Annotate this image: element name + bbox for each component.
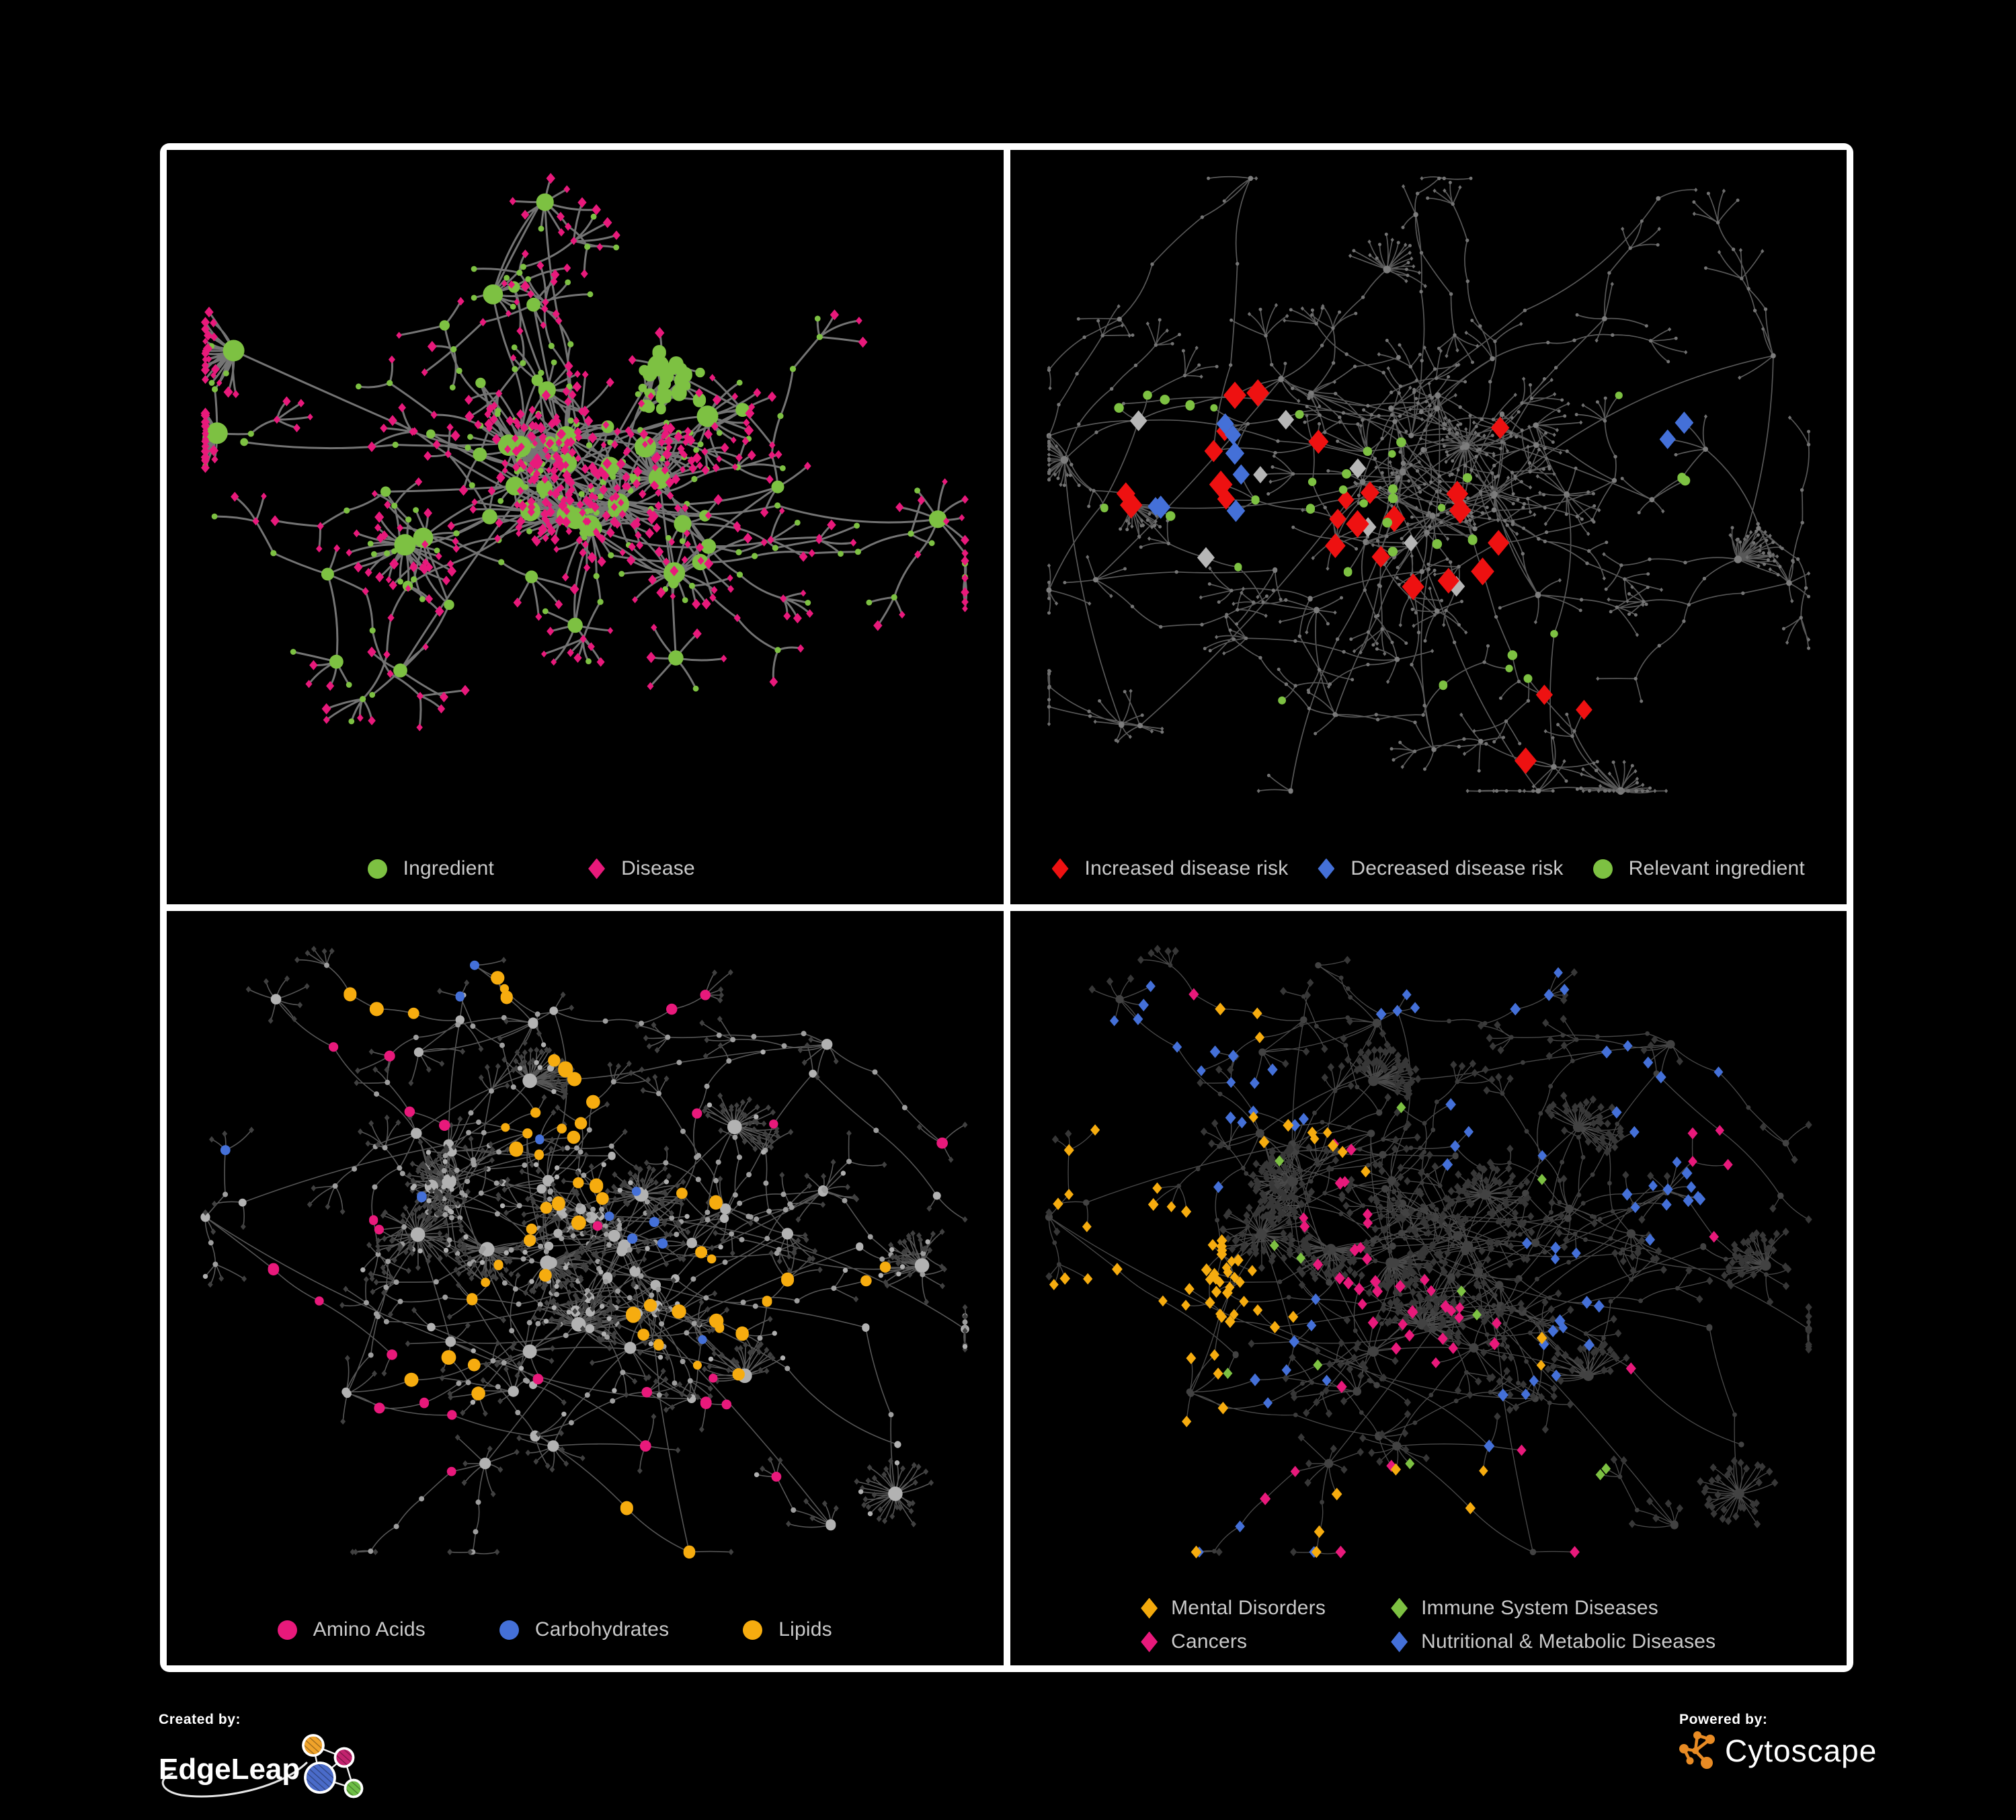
legend-item: Ingredient xyxy=(367,857,495,880)
legend-label: Lipids xyxy=(778,1618,832,1640)
legend-item: Lipids xyxy=(743,1618,832,1641)
diamond-marker-icon xyxy=(1051,858,1069,879)
legend: Increased disease risk Decreased disease … xyxy=(1010,857,1847,880)
created-by-label: Created by: xyxy=(159,1712,241,1727)
ingredient-disease-network-svg xyxy=(200,173,969,731)
legend-item: Amino Acids xyxy=(277,1618,426,1641)
legend-item: Nutritional & Metabolic Diseases xyxy=(1391,1630,1716,1653)
diamond-marker-icon xyxy=(1391,1597,1408,1619)
legend-label: Relevant ingredient xyxy=(1628,857,1805,879)
legend-label: Increased disease risk xyxy=(1084,857,1289,879)
circle-marker-icon xyxy=(277,1620,297,1640)
circle-marker-icon xyxy=(1592,859,1613,879)
cytoscape-credit: Powered by: Cytoscape xyxy=(1679,1712,1877,1771)
legend-item: Carbohydrates xyxy=(499,1618,669,1641)
legend-label: Cancers xyxy=(1171,1630,1248,1653)
diamond-marker-icon xyxy=(1141,1597,1158,1619)
legend-label: Immune System Diseases xyxy=(1421,1597,1658,1619)
panel-ingredient-disease: Ingredient Disease xyxy=(167,150,1004,904)
legend-label: Carbohydrates xyxy=(534,1618,670,1640)
panel-nutrient-classes: Amino Acids Carbohydrates Lipids xyxy=(167,911,1004,1665)
legend-item: Cancers xyxy=(1141,1630,1391,1653)
legend-item: Relevant ingredient xyxy=(1592,857,1805,880)
legend-label: Disease xyxy=(621,857,695,879)
legend-label: Ingredient xyxy=(403,857,495,879)
circle-marker-icon xyxy=(743,1620,763,1640)
cytoscape-logo-row: Cytoscape xyxy=(1679,1731,1877,1771)
legend-item: Increased disease risk xyxy=(1051,857,1289,880)
legend-item: Immune System Diseases xyxy=(1391,1597,1716,1620)
diamond-marker-icon xyxy=(1391,1631,1408,1653)
nutrient-class-network-svg xyxy=(200,945,969,1559)
legend: Amino Acids Carbohydrates Lipids xyxy=(167,1618,973,1641)
panel-disease-risk: Increased disease risk Decreased disease … xyxy=(1010,150,1847,904)
diamond-marker-icon xyxy=(1141,1631,1158,1653)
edgeleap-logo-icon xyxy=(302,1734,364,1798)
circle-marker-icon xyxy=(367,859,387,879)
disease-class-network-svg xyxy=(1045,945,1812,1558)
disease-risk-network-svg xyxy=(1045,175,1810,795)
cytoscape-logo-icon xyxy=(1679,1731,1715,1769)
legend-item: Decreased disease risk xyxy=(1318,857,1563,880)
legend-label: Mental Disorders xyxy=(1171,1597,1326,1619)
diamond-marker-icon xyxy=(1318,858,1335,879)
edgeleap-logo-row: EdgeLeap xyxy=(159,1732,376,1807)
legend-label: Amino Acids xyxy=(313,1618,426,1640)
powered-by-label: Powered by: xyxy=(1679,1712,1768,1727)
legend-label: Nutritional & Metabolic Diseases xyxy=(1421,1630,1716,1653)
edgeleap-wordmark: EdgeLeap xyxy=(159,1753,300,1786)
edgeleap-swoosh-icon xyxy=(161,1762,308,1798)
legend: Mental Disorders Immune System Diseases Ca… xyxy=(1141,1597,1716,1653)
panel-disease-classes: Mental Disorders Immune System Diseases Ca… xyxy=(1010,911,1847,1665)
legend-item: Disease xyxy=(588,857,695,880)
panel-grid: Ingredient Disease Increased disease risk… xyxy=(160,143,1853,1672)
edgeleap-credit: Created by: EdgeLeap xyxy=(159,1712,376,1807)
legend: Ingredient Disease xyxy=(167,857,950,880)
cytoscape-wordmark: Cytoscape xyxy=(1725,1733,1878,1768)
circle-marker-icon xyxy=(499,1620,519,1640)
diamond-marker-icon xyxy=(588,858,606,879)
legend-label: Decreased disease risk xyxy=(1350,857,1564,879)
legend-item: Mental Disorders xyxy=(1141,1597,1391,1620)
